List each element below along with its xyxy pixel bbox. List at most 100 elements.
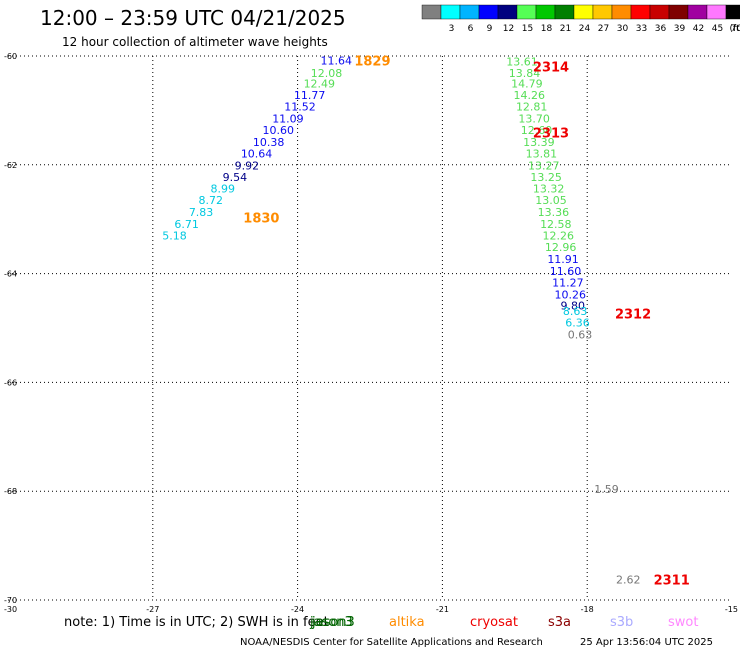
wave-height-value: 13.27 [528,159,560,172]
wave-height-value: 9.80 [560,300,585,313]
y-tick-label: -66 [4,378,17,387]
legend-bin-label: 27 [598,24,609,34]
note-text: note: 1) Time is in UTC; 2) SWH is in fe… [64,615,329,630]
plot-area: -60 -62 -64 -66 -68 -70-30 -27 -24 -21 -18 -15 11.… [4,52,738,614]
legend-swatch [706,4,727,20]
legend-bin-label: 12 [503,24,514,34]
legend-swatch [649,4,670,20]
wave-height-value: 8.63 [563,305,588,318]
legend-bin-label: 33 [636,24,647,34]
pass-number-label: 2314 [533,60,569,75]
wave-height-value: 13.25 [530,171,562,184]
axis-tick-labels: -60 -62 -64 -66 -68 -70-30 -27 -24 -21 -18 -15 [4,52,738,614]
legend-swatch [516,4,537,20]
pass-number-label: 2311 [654,573,690,588]
y-tick-label: -60 [4,52,17,61]
legend-swatch [630,4,651,20]
legend-bin-label: 70 [731,24,740,34]
wave-height-value: 12.60 [521,124,553,137]
legend-swatch [687,4,708,20]
pass-number-label: 2312 [615,307,651,322]
satellite-label: s3a [548,615,571,630]
satellite-label: altika [389,615,425,630]
legend-bin-label: 45 [712,24,723,34]
x-tick-label: -21 [436,605,449,614]
y-tick-label: -68 [4,487,17,496]
legend-bin-label: 42 [693,24,704,34]
y-tick-label: -64 [4,270,17,279]
y-tick-label: -62 [4,161,17,170]
wave-height-value: 6.36 [565,317,590,330]
pass-number-label: 1830 [243,212,279,227]
wave-height-value: 12.08 [311,67,343,80]
wave-height-value: 5.18 [162,230,187,243]
wave-height-value: 11.27 [552,276,584,289]
wave-height-value: 9.54 [223,171,248,184]
wave-height-value: 12.96 [545,241,577,254]
satellite-legend: jason3 altika cryosat s3a s3b swot [311,615,698,630]
wave-height-value: 10.26 [555,288,587,301]
wave-height-value: 11.52 [284,101,316,114]
pass-number-label: 1829 [354,54,390,69]
wave-height-value: 1.59 [594,483,619,496]
wave-height-value: 11.77 [294,89,326,102]
note-overlay-text: jason3 [309,615,353,630]
x-tick-label: -18 [581,605,594,614]
wave-height-value: 13.05 [535,194,567,207]
legend-bin-label: 24 [579,24,591,34]
legend-swatch [535,4,556,20]
legend-swatch [592,4,613,20]
wave-height-value: 14.26 [514,89,546,102]
chart-subtitle: 12 hour collection of altimeter wave hei… [62,35,328,49]
wave-height-value: 13.32 [533,183,565,196]
y-tick-label: -70 [4,596,17,605]
wave-height-value: 9.92 [235,159,260,172]
legend-swatch [459,4,480,20]
wave-height-value: 12.49 [304,78,336,91]
wave-height-value: 0.63 [568,329,593,342]
wave-height-value: 13.61 [506,55,538,68]
satellite-label: s3b [610,615,633,630]
satellite-label: jason3 [311,615,355,630]
wave-height-value: 6.71 [174,218,199,231]
wave-height-value: 10.38 [253,136,285,149]
legend-bin-label: 9 [487,24,493,34]
legend-swatch [725,4,740,20]
footer-credit: NOAA/NESDIS Center for Satellite Applica… [240,637,543,648]
legend-bin-label: 15 [522,24,533,34]
legend-swatch [611,4,632,20]
pass-number-labels: 1829 1830 2314 2313 2312 2311 [243,54,689,588]
wave-height-value: 8.99 [211,183,236,196]
grid-lines [8,55,732,601]
x-tick-label: -24 [291,605,304,614]
legend-swatch [478,4,499,20]
wave-height-value: 12.81 [516,101,548,114]
legend-bin-label: 3 [449,24,455,34]
legend-swatch [573,4,594,20]
x-tick-label: -27 [146,605,159,614]
wave-height-value: 11.64 [320,54,352,67]
legend-swatch [668,4,689,20]
wave-height-value: 13.81 [526,147,558,160]
satellite-label: cryosat [470,615,518,630]
legend-bin-label: 30 [617,24,629,34]
x-tick-label: -30 [4,605,17,614]
wave-height-value: 10.60 [263,124,295,137]
wave-height-value: 8.72 [198,194,223,207]
footer-timestamp: 25 Apr 13:56:04 UTC 2025 [580,637,713,648]
legend-unit: (ft) [729,24,740,34]
wave-height-value: 11.91 [547,253,579,266]
legend-swatch [554,4,575,20]
wave-height-value: 7.83 [189,206,214,219]
legend-bin-label: 36 [655,24,667,34]
wave-height-value: 2.62 [616,573,641,586]
wave-height-value: 13.36 [538,206,570,219]
wave-height-value: 12.58 [540,218,572,231]
legend-swatch [421,4,442,20]
legend-swatch [440,4,461,20]
x-tick-label: -15 [725,605,738,614]
note-line: note: 1) Time is in UTC; 2) SWH is in fe… [64,615,353,630]
legend-swatch [497,4,518,20]
